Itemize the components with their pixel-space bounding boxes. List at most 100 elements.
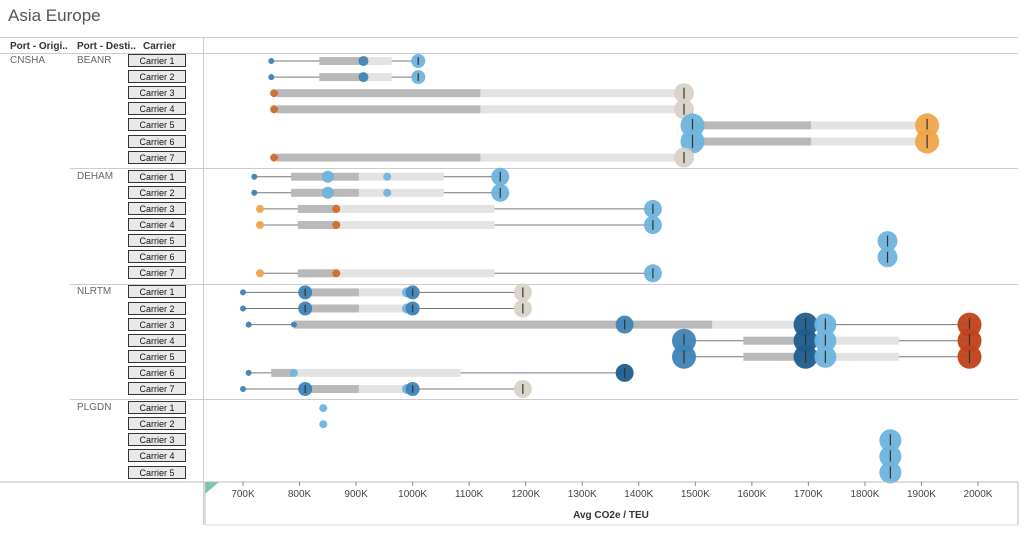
carrier-button[interactable]: Carrier 4 <box>128 218 186 231</box>
box-upper <box>336 204 495 213</box>
data-point <box>319 420 328 429</box>
x-tick-label: 1300K <box>568 489 597 500</box>
x-tick-label: 1100K <box>455 489 484 500</box>
group-separator <box>70 168 1018 169</box>
carrier-button[interactable]: Carrier 5 <box>128 465 186 479</box>
carrier-button[interactable]: Carrier 5 <box>128 349 186 363</box>
pane-divider <box>203 37 204 525</box>
x-axis-title: Avg CO2e / TEU <box>573 510 649 521</box>
box-lower <box>297 221 337 229</box>
box-lower <box>743 352 826 361</box>
box-lower <box>276 105 481 114</box>
dest-column-header[interactable]: Port - Desti.. <box>77 41 136 52</box>
carrier-button[interactable]: Carrier 7 <box>128 150 186 164</box>
x-tick-label: 1400K <box>624 489 653 500</box>
data-point <box>289 368 298 377</box>
box-upper <box>358 288 413 297</box>
carrier-button[interactable]: Carrier 2 <box>128 70 186 84</box>
box-lower <box>692 137 812 146</box>
data-point <box>358 56 369 66</box>
box-lower <box>293 320 713 329</box>
x-tick-label: 1900K <box>907 489 936 500</box>
carrier-button[interactable]: Carrier 3 <box>128 433 186 447</box>
data-point <box>332 204 341 213</box>
carrier-column-header[interactable]: Carrier <box>143 41 176 52</box>
carrier-button[interactable]: Carrier 5 <box>128 118 186 132</box>
carrier-button[interactable]: Carrier 5 <box>128 234 186 248</box>
box-upper <box>825 336 899 345</box>
data-point <box>268 58 275 64</box>
box-upper <box>825 352 899 361</box>
box-lower <box>276 89 481 98</box>
carrier-button[interactable]: Carrier 1 <box>128 169 186 183</box>
group-separator <box>70 399 1018 400</box>
data-point <box>240 289 246 296</box>
data-point <box>319 404 328 413</box>
box-lower <box>305 288 359 297</box>
box-upper <box>293 368 461 377</box>
data-point <box>383 188 392 197</box>
dest-label: BEANR <box>77 55 112 66</box>
data-point <box>321 186 334 199</box>
x-tick-label: 1000K <box>398 489 427 500</box>
data-point <box>268 74 275 81</box>
dest-label: DEHAM <box>77 170 114 182</box>
x-tick-label: 2000K <box>964 489 993 500</box>
dest-label: NLRTM <box>77 286 112 298</box>
box-upper <box>358 385 413 393</box>
origin-label: CNSHA <box>10 55 46 66</box>
box-upper <box>358 188 444 197</box>
carrier-button[interactable]: Carrier 6 <box>128 365 186 379</box>
box-lower <box>297 269 337 278</box>
carrier-button[interactable]: Carrier 3 <box>128 317 186 331</box>
carrier-button[interactable]: Carrier 2 <box>128 301 186 315</box>
box-upper <box>358 304 413 313</box>
x-tick-label: 1200K <box>511 489 540 500</box>
box-upper <box>480 105 684 114</box>
box-lower <box>319 73 364 82</box>
box-lower <box>692 121 812 130</box>
carrier-button[interactable]: Carrier 1 <box>128 285 186 299</box>
carrier-button[interactable]: Carrier 2 <box>128 417 186 431</box>
box-upper <box>336 269 495 278</box>
data-point <box>358 72 369 83</box>
origin-column-header[interactable]: Port - Origi.. <box>10 41 68 52</box>
scroll-handle <box>205 482 219 494</box>
x-tick-label: 1600K <box>737 489 766 500</box>
data-point <box>270 153 279 162</box>
data-point <box>321 170 334 183</box>
data-point <box>255 221 264 229</box>
data-point <box>290 321 297 328</box>
x-tick-label: 700K <box>231 489 255 500</box>
box-lower <box>743 336 826 345</box>
box-lower <box>319 57 364 65</box>
box-upper <box>363 57 392 65</box>
group-separator <box>70 284 1018 285</box>
box-lower <box>305 385 359 393</box>
carrier-button[interactable]: Carrier 4 <box>128 333 186 347</box>
carrier-button[interactable]: Carrier 1 <box>128 54 186 67</box>
carrier-button[interactable]: Carrier 6 <box>128 250 186 264</box>
data-point <box>245 369 252 376</box>
data-point <box>270 89 279 98</box>
carrier-button[interactable]: Carrier 7 <box>128 266 186 280</box>
carrier-button[interactable]: Carrier 3 <box>128 86 186 100</box>
data-point <box>240 386 246 392</box>
carrier-button[interactable]: Carrier 1 <box>128 401 186 415</box>
box-upper <box>480 89 684 98</box>
data-point <box>332 221 341 229</box>
carrier-button[interactable]: Carrier 3 <box>128 201 186 215</box>
carrier-button[interactable]: Carrier 4 <box>128 449 186 463</box>
box-upper <box>358 172 444 181</box>
box-upper <box>480 153 684 162</box>
carrier-button[interactable]: Carrier 2 <box>128 185 186 199</box>
page-title: Asia Europe <box>8 6 101 25</box>
carrier-button[interactable]: Carrier 4 <box>128 102 186 116</box>
box-upper <box>363 73 392 82</box>
x-tick-label: 1800K <box>850 489 879 500</box>
dest-label: PLGDN <box>77 402 112 414</box>
carrier-button[interactable]: Carrier 6 <box>128 134 186 148</box>
data-point <box>245 321 252 328</box>
carrier-button[interactable]: Carrier 7 <box>128 382 186 395</box>
